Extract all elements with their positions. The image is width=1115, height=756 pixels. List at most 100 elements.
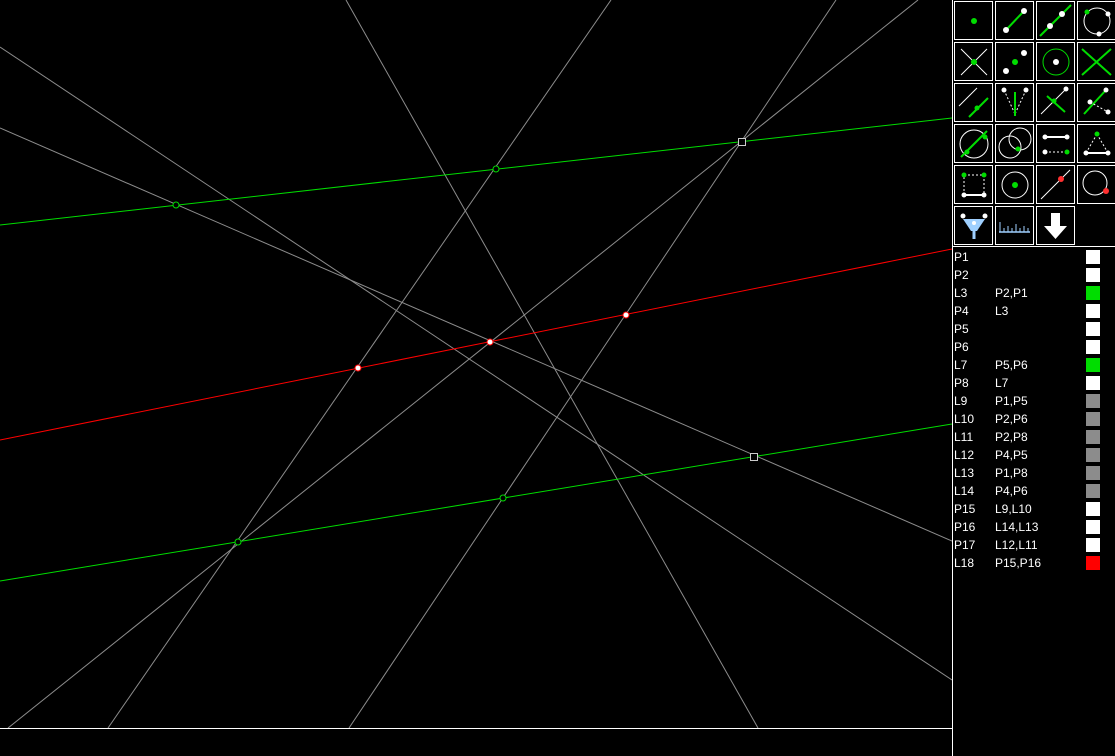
construction-line[interactable]: [348, 0, 837, 728]
point-on-line-tool-button[interactable]: [1036, 165, 1075, 204]
line-tool-icon: [1039, 4, 1072, 37]
object-color-swatch[interactable]: [1086, 376, 1100, 390]
object-dependencies: P2,P6: [995, 412, 1028, 426]
triangle-tool-icon: [1083, 87, 1111, 115]
construction-line[interactable]: [107, 0, 612, 728]
object-color-swatch[interactable]: [1086, 268, 1100, 282]
square-tool-button[interactable]: [954, 165, 993, 204]
object-color-swatch[interactable]: [1086, 448, 1100, 462]
circle-center-tool-button[interactable]: [1036, 42, 1075, 81]
object-row[interactable]: P2: [953, 266, 1115, 284]
object-name: P15: [954, 502, 976, 516]
angle-bisector-tool-button[interactable]: [995, 83, 1034, 122]
object-color-swatch[interactable]: [1086, 466, 1100, 480]
circle-radius-tool-button[interactable]: [995, 165, 1034, 204]
object-name: L12: [954, 448, 975, 462]
midpoint-tool-button[interactable]: [995, 42, 1034, 81]
object-color-swatch[interactable]: [1086, 556, 1100, 570]
object-dependencies: L9,L10: [995, 502, 1032, 516]
object-row[interactable]: L7 P5,P6: [953, 356, 1115, 374]
object-row[interactable]: P5: [953, 320, 1115, 338]
object-name: P16: [954, 520, 976, 534]
object-color-swatch[interactable]: [1086, 484, 1100, 498]
object-row[interactable]: L13 P1,P8: [953, 464, 1115, 482]
green-line-L7[interactable]: [0, 423, 952, 582]
object-color-swatch[interactable]: [1086, 394, 1100, 408]
intersection-point[interactable]: [486, 338, 494, 346]
point[interactable]: [492, 165, 500, 173]
transfer-length-tool-button[interactable]: [1036, 124, 1075, 163]
object-row[interactable]: P8 L7: [953, 374, 1115, 392]
ruler-tool-button[interactable]: [995, 206, 1034, 245]
tangent-tool-button[interactable]: [954, 124, 993, 163]
object-color-swatch[interactable]: [1086, 430, 1100, 444]
object-color-swatch[interactable]: [1086, 502, 1100, 516]
point[interactable]: [750, 453, 758, 461]
paint-tool-button[interactable]: [954, 206, 993, 245]
object-row[interactable]: L10 P2,P6: [953, 410, 1115, 428]
object-row[interactable]: L3 P2,P1: [953, 284, 1115, 302]
point-on-circle-tool-button[interactable]: [1077, 165, 1115, 204]
construction-line[interactable]: [345, 0, 759, 728]
triangle-tool-button[interactable]: [1077, 83, 1115, 122]
intersection-point[interactable]: [354, 364, 362, 372]
toolbar: [953, 0, 1115, 247]
construction-drawing[interactable]: [0, 0, 952, 728]
object-color-swatch[interactable]: [1086, 412, 1100, 426]
object-dependencies: P15,P16: [995, 556, 1042, 570]
construction-line[interactable]: [0, 127, 952, 542]
object-color-swatch[interactable]: [1086, 286, 1100, 300]
point-tool-button[interactable]: [954, 1, 993, 40]
circle-three-points-tool-icon: [1083, 7, 1111, 37]
object-row[interactable]: L14 P4,P6: [953, 482, 1115, 500]
object-color-swatch[interactable]: [1086, 358, 1100, 372]
object-color-swatch[interactable]: [1086, 340, 1100, 354]
perpendicular-bisector-tool-button[interactable]: [1036, 83, 1075, 122]
object-row[interactable]: P16 L14,L13: [953, 518, 1115, 536]
geometry-canvas[interactable]: [0, 0, 952, 728]
object-color-swatch[interactable]: [1086, 322, 1100, 336]
intersection-tool-button[interactable]: [954, 42, 993, 81]
object-dependencies: P1,P8: [995, 466, 1028, 480]
construction-line[interactable]: [7, 0, 919, 728]
object-row[interactable]: P1: [953, 248, 1115, 266]
parallel-tool-icon: [958, 87, 989, 118]
object-color-swatch[interactable]: [1086, 304, 1100, 318]
circle-circle-tool-button[interactable]: [995, 124, 1034, 163]
object-color-swatch[interactable]: [1086, 520, 1100, 534]
point[interactable]: [738, 138, 746, 146]
object-row[interactable]: L18 P15,P16: [953, 554, 1115, 572]
polygon-tool-button[interactable]: [1077, 124, 1115, 163]
object-dependencies: L14,L13: [995, 520, 1039, 534]
point[interactable]: [234, 538, 242, 546]
green-line-L3[interactable]: [0, 117, 952, 226]
construction-line[interactable]: [0, 46, 952, 681]
ruler-tool-icon: [999, 222, 1030, 233]
red-line-L18[interactable]: [0, 248, 952, 441]
object-row[interactable]: L12 P4,P5: [953, 446, 1115, 464]
object-dependencies: L12,L11: [995, 538, 1038, 552]
object-name: P4: [954, 304, 969, 318]
object-row[interactable]: L9 P1,P5: [953, 392, 1115, 410]
object-name: L11: [954, 430, 974, 444]
line-intersection-tool-button[interactable]: [1077, 42, 1115, 81]
object-color-swatch[interactable]: [1086, 250, 1100, 264]
segment-tool-button[interactable]: [995, 1, 1034, 40]
object-row[interactable]: P6: [953, 338, 1115, 356]
line-tool-button[interactable]: [1036, 1, 1075, 40]
object-dependencies: L3: [995, 304, 1009, 318]
point[interactable]: [172, 201, 180, 209]
object-color-swatch[interactable]: [1086, 538, 1100, 552]
circle-three-points-tool-button[interactable]: [1077, 1, 1115, 40]
object-row[interactable]: P4 L3: [953, 302, 1115, 320]
object-row[interactable]: L11 P2,P8: [953, 428, 1115, 446]
object-name: P17: [954, 538, 976, 552]
point[interactable]: [499, 494, 507, 502]
object-row[interactable]: P15 L9,L10: [953, 500, 1115, 518]
transfer-length-tool-icon: [1042, 134, 1070, 155]
object-name: L14: [954, 484, 975, 498]
intersection-point[interactable]: [622, 311, 630, 319]
object-row[interactable]: P17 L12,L11: [953, 536, 1115, 554]
parallel-tool-button[interactable]: [954, 83, 993, 122]
down-arrow-tool-button[interactable]: [1036, 206, 1075, 245]
